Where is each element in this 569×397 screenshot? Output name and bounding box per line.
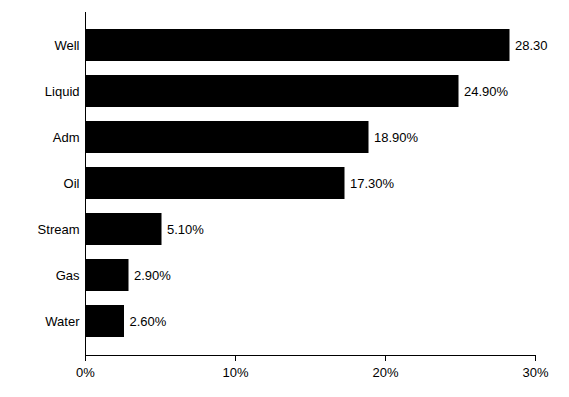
svg-text:Gas: Gas (56, 268, 80, 283)
svg-text:17.30%: 17.30% (350, 176, 395, 191)
svg-text:Adm: Adm (53, 130, 80, 145)
svg-text:30%: 30% (522, 365, 548, 380)
svg-text:Stream: Stream (38, 222, 80, 237)
svg-text:Well: Well (54, 38, 79, 53)
svg-text:2.60%: 2.60% (130, 314, 167, 329)
svg-text:20%: 20% (372, 365, 398, 380)
svg-text:18.90%: 18.90% (374, 130, 419, 145)
svg-text:Oil: Oil (64, 176, 80, 191)
svg-text:Liquid: Liquid (45, 84, 80, 99)
svg-text:Water: Water (45, 314, 80, 329)
svg-text:10%: 10% (222, 365, 248, 380)
svg-text:2.90%: 2.90% (134, 268, 171, 283)
svg-text:24.90%: 24.90% (464, 84, 509, 99)
svg-text:0%: 0% (76, 365, 95, 380)
svg-text:5.10%: 5.10% (167, 222, 204, 237)
svg-text:28.30: 28.30 (515, 38, 548, 53)
